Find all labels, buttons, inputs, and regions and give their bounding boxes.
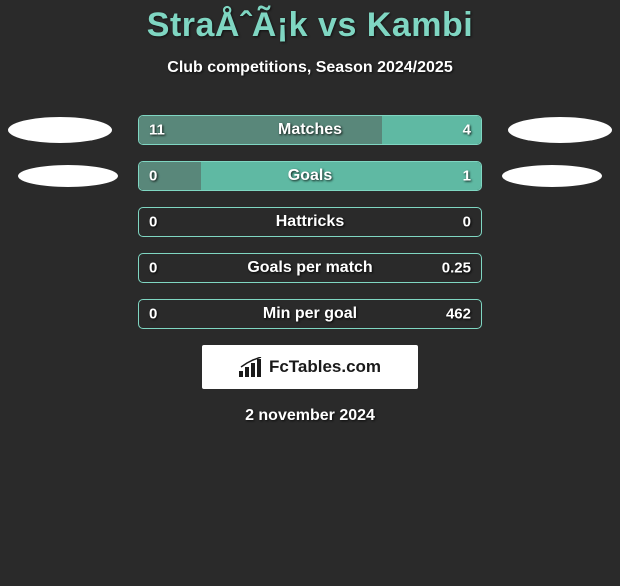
stat-value-right: 0.25 bbox=[442, 260, 471, 277]
stat-value-left: 0 bbox=[149, 260, 157, 277]
stat-value-right: 0 bbox=[463, 214, 471, 231]
stat-bar: 0 0.25Goals per match bbox=[138, 253, 482, 283]
ellipse-right bbox=[508, 117, 612, 143]
stat-value-right: 462 bbox=[446, 306, 471, 323]
fill-right bbox=[382, 116, 481, 144]
stat-label: Hattricks bbox=[139, 213, 481, 231]
brand-chart-icon bbox=[239, 357, 263, 377]
stat-value-left: 0 bbox=[149, 214, 157, 231]
stat-bar: 0 462Min per goal bbox=[138, 299, 482, 329]
stat-row: 0 462Min per goal bbox=[0, 299, 620, 329]
brand-text: FcTables.com bbox=[269, 357, 381, 377]
stat-bar: 114Matches bbox=[138, 115, 482, 145]
stat-row: 01Goals bbox=[0, 161, 620, 191]
fill-right bbox=[201, 162, 481, 190]
date-label: 2 november 2024 bbox=[0, 407, 620, 425]
subtitle: Club competitions, Season 2024/2025 bbox=[0, 59, 620, 77]
fill-left bbox=[139, 116, 382, 144]
page-title: StraÅˆÃ¡k vs Kambi bbox=[0, 6, 620, 45]
ellipse-right bbox=[502, 165, 602, 187]
brand-badge[interactable]: FcTables.com bbox=[202, 345, 418, 389]
stat-label: Goals per match bbox=[139, 259, 481, 277]
ellipse-left bbox=[18, 165, 118, 187]
stat-row: 0 0Hattricks bbox=[0, 207, 620, 237]
stat-row: 0 0.25Goals per match bbox=[0, 253, 620, 283]
stat-row: 114Matches bbox=[0, 115, 620, 145]
stat-label: Min per goal bbox=[139, 305, 481, 323]
ellipse-left bbox=[8, 117, 112, 143]
stat-value-left: 0 bbox=[149, 306, 157, 323]
fill-left bbox=[139, 162, 201, 190]
stat-bar: 01Goals bbox=[138, 161, 482, 191]
stat-bar: 0 0Hattricks bbox=[138, 207, 482, 237]
